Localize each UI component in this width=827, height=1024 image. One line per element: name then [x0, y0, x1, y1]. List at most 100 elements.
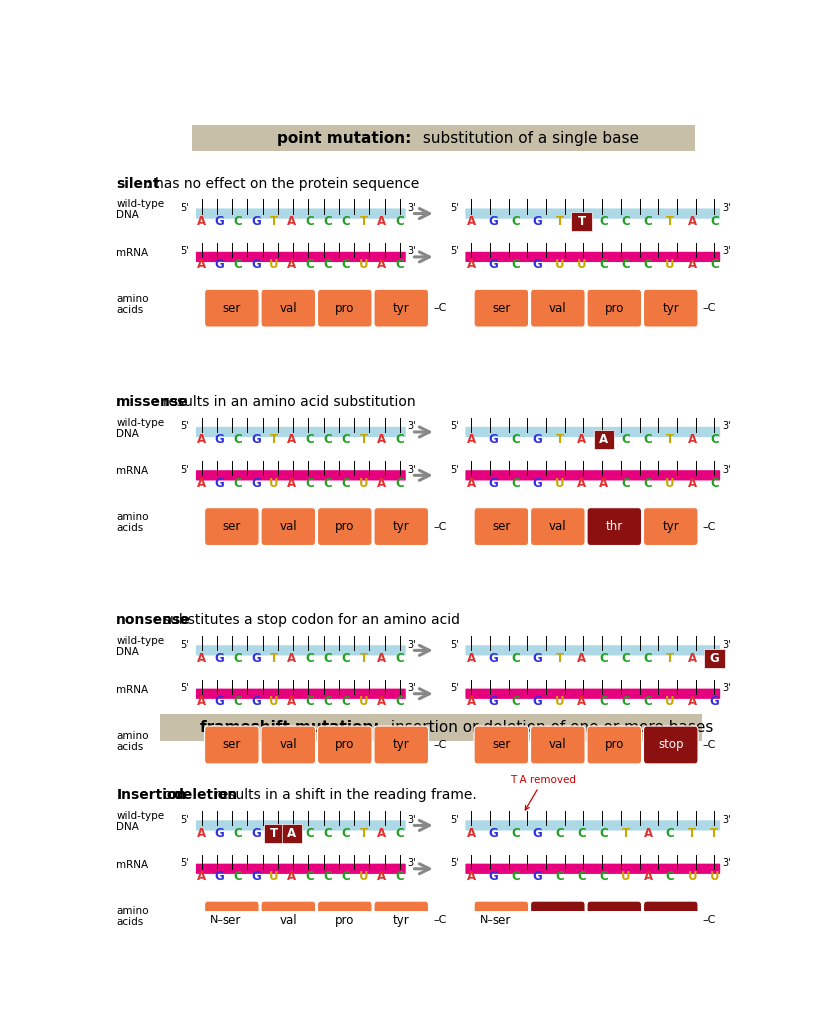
Text: C: C	[233, 477, 241, 489]
FancyBboxPatch shape	[374, 289, 428, 327]
Text: C: C	[510, 215, 519, 228]
Text: 3': 3'	[407, 815, 416, 825]
Text: C: C	[599, 870, 608, 883]
Text: mRNA: mRNA	[116, 466, 148, 476]
Text: C: C	[395, 215, 404, 228]
Text: T: T	[270, 826, 278, 840]
Text: G: G	[532, 651, 542, 665]
Text: C: C	[341, 215, 350, 228]
Text: mRNA: mRNA	[116, 685, 148, 695]
Text: G: G	[532, 695, 542, 709]
FancyBboxPatch shape	[317, 289, 371, 327]
Text: 5': 5'	[180, 858, 189, 868]
Text: A: A	[466, 433, 476, 446]
Text: 5': 5'	[450, 815, 458, 825]
Text: wild-type: wild-type	[116, 199, 165, 209]
Text: C: C	[395, 477, 404, 489]
Text: N–: N–	[479, 915, 493, 925]
Text: 3': 3'	[407, 683, 416, 693]
Text: amino: amino	[116, 512, 149, 522]
Text: G: G	[488, 215, 498, 228]
Text: C: C	[233, 826, 241, 840]
Text: A: A	[287, 258, 296, 271]
FancyBboxPatch shape	[586, 289, 641, 327]
Text: G: G	[488, 870, 498, 883]
Text: insertion or deletion of one or more bases: insertion or deletion of one or more bas…	[385, 720, 712, 735]
Text: C: C	[576, 826, 586, 840]
Text: A: A	[643, 826, 652, 840]
Text: U: U	[709, 870, 719, 883]
Text: A: A	[576, 695, 586, 709]
FancyBboxPatch shape	[643, 901, 697, 939]
FancyBboxPatch shape	[204, 726, 259, 764]
Text: C: C	[341, 477, 350, 489]
FancyBboxPatch shape	[530, 508, 585, 546]
Text: C: C	[643, 477, 652, 489]
Text: 5': 5'	[180, 203, 189, 213]
Text: C: C	[395, 651, 404, 665]
FancyBboxPatch shape	[465, 470, 719, 480]
Text: 3': 3'	[407, 203, 416, 213]
FancyBboxPatch shape	[465, 820, 719, 830]
Text: : has no effect on the protein sequence: : has no effect on the protein sequence	[146, 176, 418, 190]
Text: C: C	[305, 215, 313, 228]
Text: A: A	[377, 215, 386, 228]
Text: val: val	[548, 302, 566, 314]
Text: 3': 3'	[407, 247, 416, 256]
Text: U: U	[359, 258, 368, 271]
Text: C: C	[305, 870, 313, 883]
Text: A: A	[377, 826, 386, 840]
Text: C: C	[665, 870, 674, 883]
FancyBboxPatch shape	[643, 726, 697, 764]
Text: C: C	[710, 258, 718, 271]
FancyBboxPatch shape	[196, 820, 405, 830]
Text: C: C	[341, 826, 350, 840]
Text: 5': 5'	[450, 858, 458, 868]
Text: A: A	[377, 258, 386, 271]
Text: G: G	[709, 651, 719, 665]
Text: C: C	[510, 477, 519, 489]
Text: C: C	[341, 258, 350, 271]
Text: 3': 3'	[407, 422, 416, 431]
Text: A: A	[466, 870, 476, 883]
Text: U: U	[665, 695, 674, 709]
Text: acids: acids	[116, 916, 143, 927]
Text: A: A	[466, 651, 476, 665]
FancyBboxPatch shape	[465, 645, 719, 655]
Text: acids: acids	[116, 741, 143, 752]
Text: C: C	[710, 477, 718, 489]
Text: G: G	[488, 695, 498, 709]
Text: leu: leu	[605, 913, 623, 927]
FancyBboxPatch shape	[474, 901, 528, 939]
Text: U: U	[269, 477, 278, 489]
FancyBboxPatch shape	[196, 427, 405, 437]
Text: C: C	[323, 477, 332, 489]
Text: C: C	[323, 215, 332, 228]
Text: A: A	[599, 433, 608, 446]
Text: T: T	[270, 215, 278, 228]
FancyBboxPatch shape	[160, 715, 700, 741]
Text: G: G	[532, 258, 542, 271]
Text: DNA: DNA	[116, 428, 139, 438]
Text: A: A	[287, 826, 296, 840]
Text: G: G	[532, 826, 542, 840]
Text: G: G	[214, 651, 224, 665]
FancyBboxPatch shape	[196, 863, 405, 873]
Text: C: C	[323, 870, 332, 883]
Text: ser: ser	[222, 302, 241, 314]
Text: A: A	[197, 826, 206, 840]
Text: G: G	[251, 433, 261, 446]
Text: A: A	[377, 477, 386, 489]
Text: –C: –C	[701, 521, 715, 531]
Text: wild-type: wild-type	[116, 811, 165, 821]
FancyBboxPatch shape	[261, 726, 315, 764]
Text: 5': 5'	[450, 422, 458, 431]
FancyBboxPatch shape	[317, 901, 371, 939]
FancyBboxPatch shape	[196, 645, 405, 655]
FancyBboxPatch shape	[263, 824, 284, 843]
FancyBboxPatch shape	[703, 649, 724, 668]
Text: A: A	[287, 477, 296, 489]
FancyBboxPatch shape	[192, 125, 695, 152]
FancyBboxPatch shape	[465, 688, 719, 698]
FancyBboxPatch shape	[530, 289, 585, 327]
